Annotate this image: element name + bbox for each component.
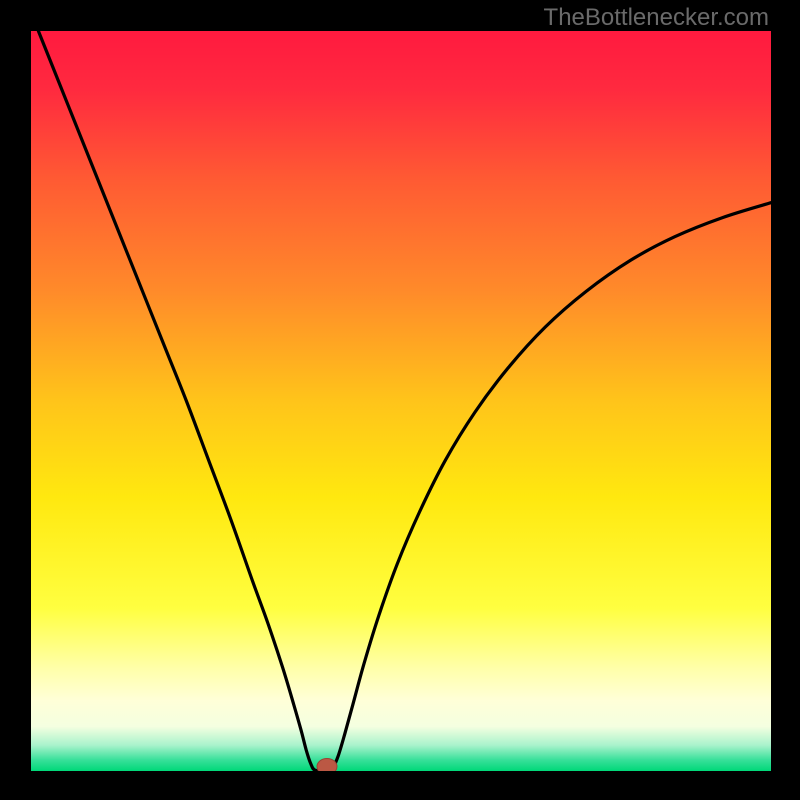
- plot-area: [31, 31, 771, 771]
- min-marker: [317, 759, 337, 771]
- chart-container: TheBottlenecker.com: [0, 0, 800, 800]
- bottleneck-curve: [38, 31, 771, 771]
- watermark-text: TheBottlenecker.com: [544, 4, 769, 32]
- curve-layer: [31, 31, 771, 771]
